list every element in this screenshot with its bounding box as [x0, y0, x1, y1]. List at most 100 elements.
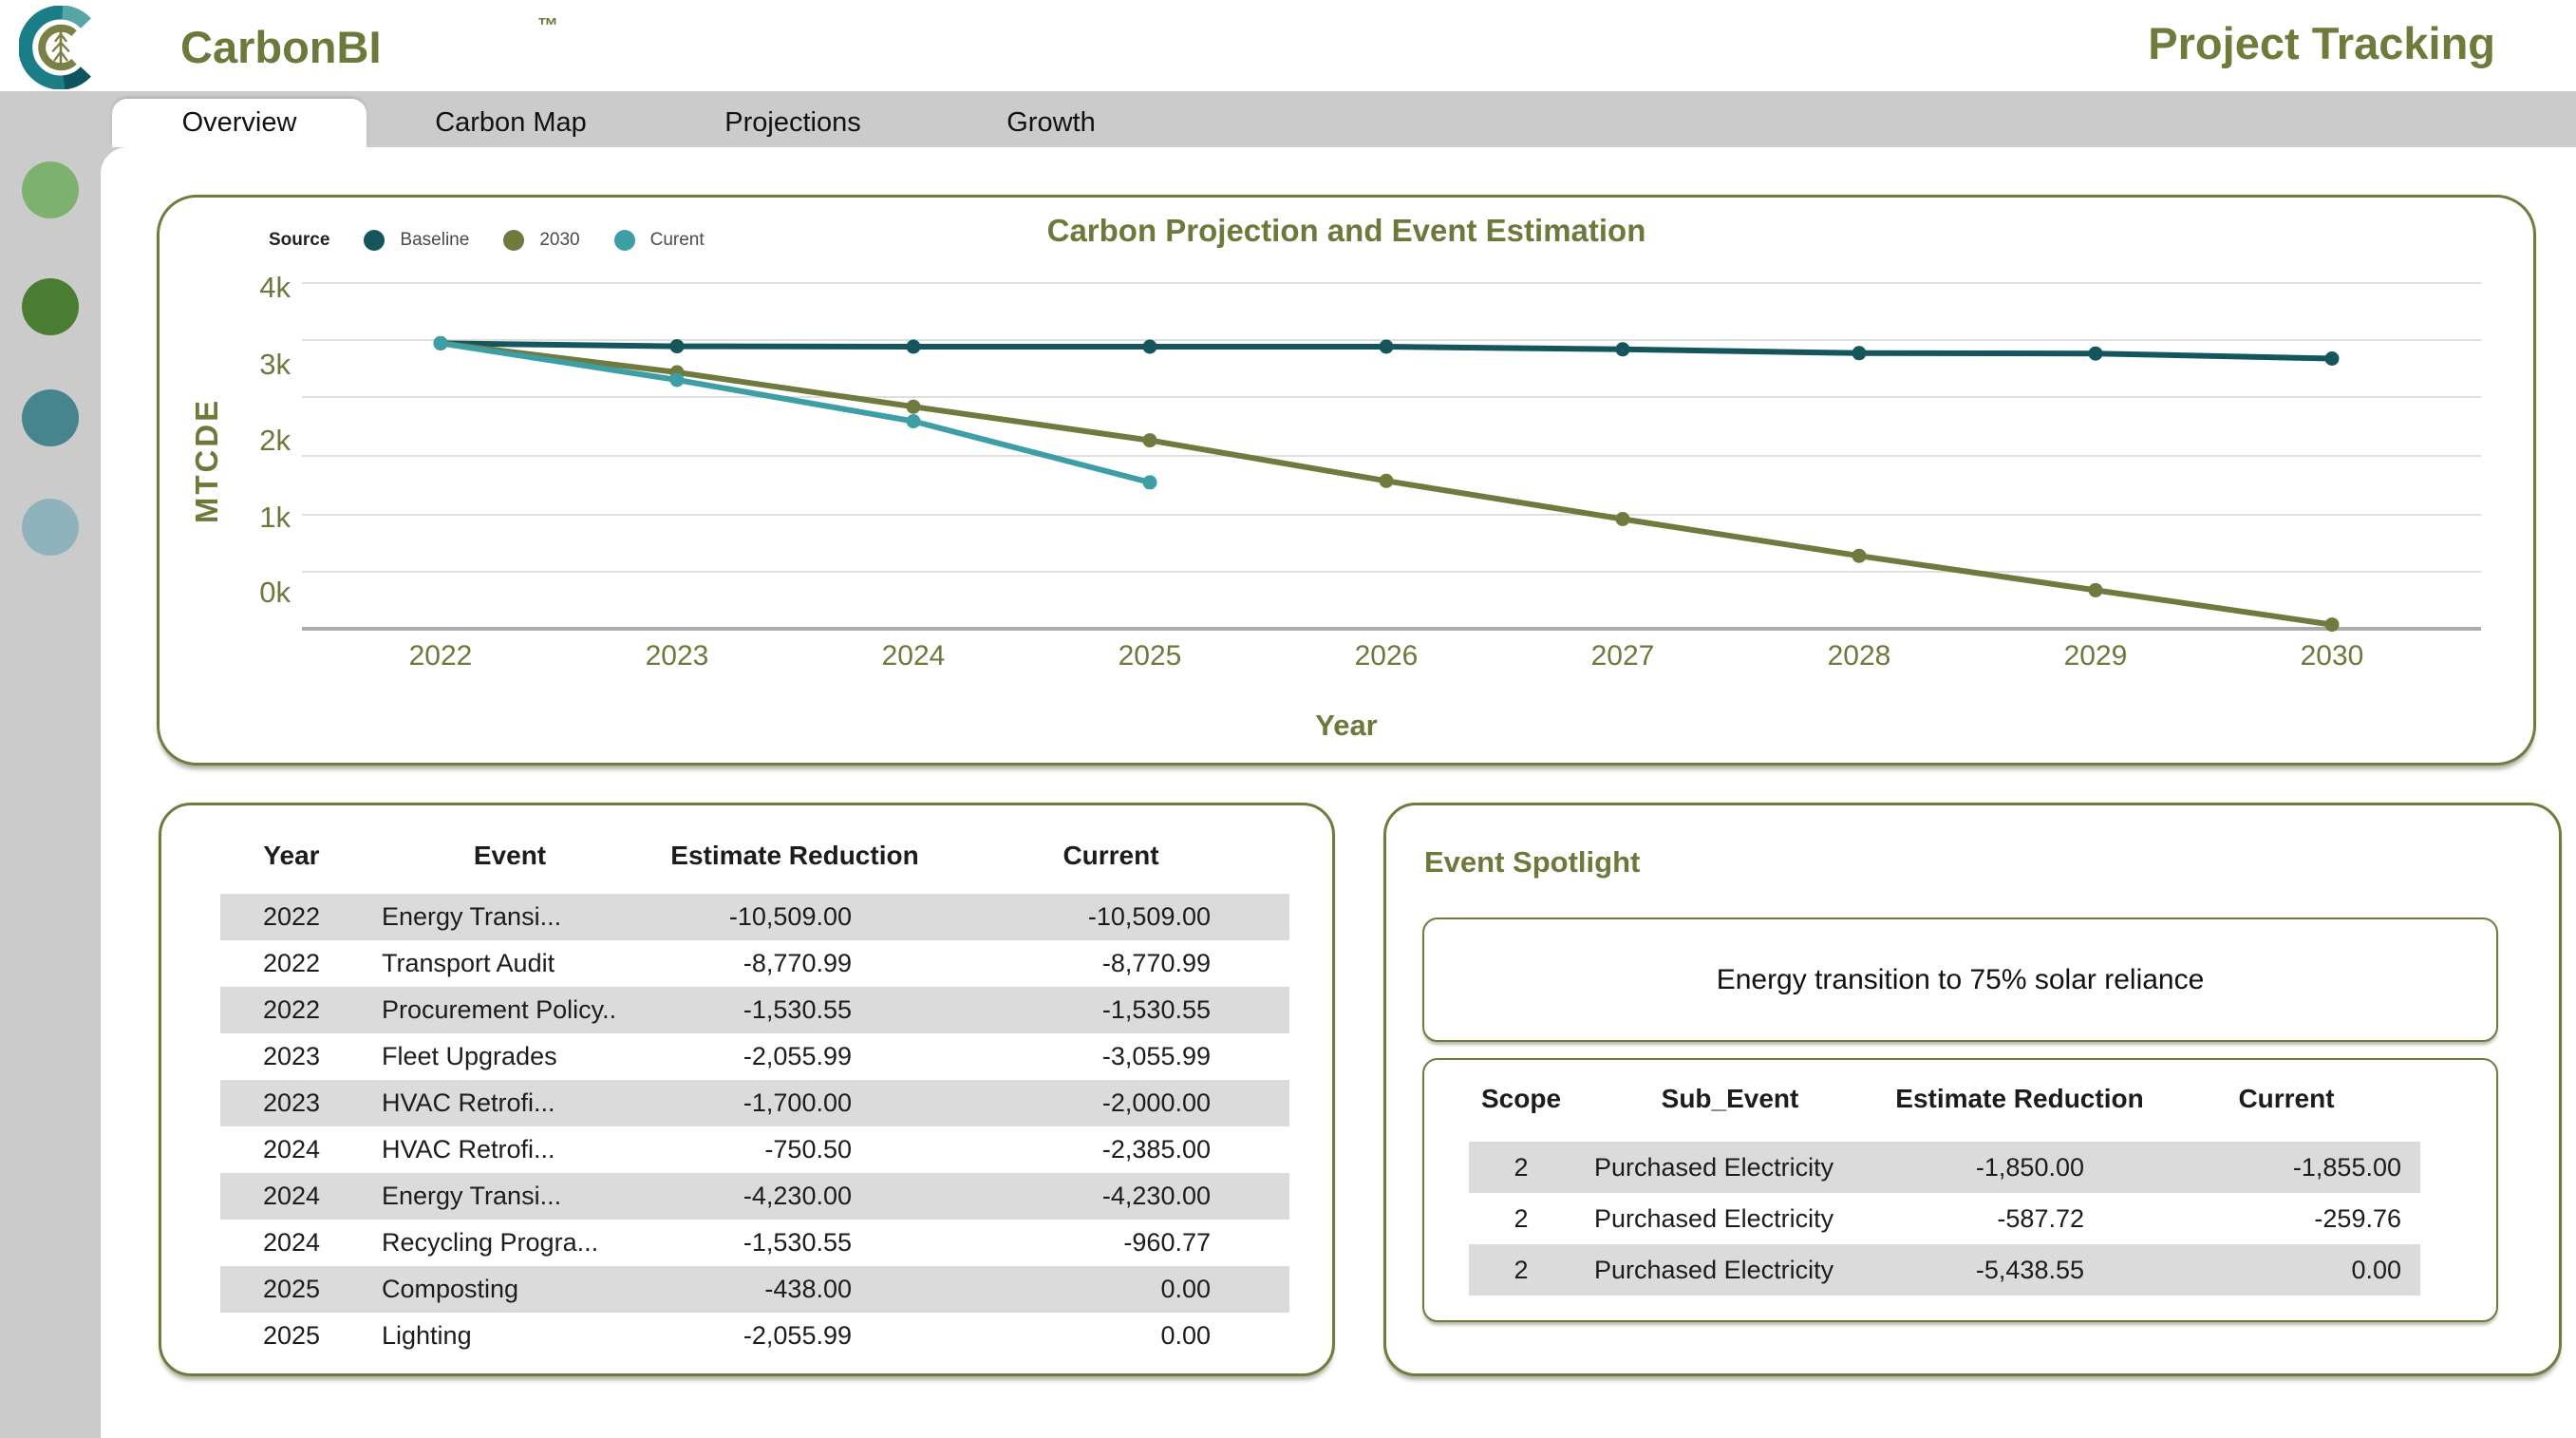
data-point-baseline[interactable]	[906, 339, 921, 354]
table-cell: -1,700.00	[743, 1088, 852, 1117]
data-point-2030[interactable]	[2324, 617, 2340, 633]
sidebar-circle-teal[interactable]	[22, 389, 79, 446]
carbonbi-logo-icon	[19, 6, 91, 89]
table-row[interactable]: 2024 Energy Transi... -4,230.00 -4,230.00	[220, 1173, 1289, 1220]
app-header: CarbonBI ™ Project Tracking	[0, 0, 2576, 91]
table-cell: -2,055.99	[743, 1042, 852, 1070]
legend-title: Source	[269, 230, 330, 250]
table-row[interactable]: 2 Purchased Electricity -587.72 -259.76	[1469, 1193, 2420, 1244]
table-cell: 2023	[262, 1042, 321, 1070]
sidebar-circle-light-green[interactable]	[22, 161, 79, 218]
x-tick-label: 2022	[409, 640, 473, 672]
data-point-baseline[interactable]	[1615, 342, 1630, 357]
table-cell: -750.50	[764, 1135, 852, 1164]
sidebar-circle-light-blue[interactable]	[22, 499, 79, 556]
y-tick-label: 3k	[259, 348, 291, 381]
sidebar-circle-dark-green[interactable]	[22, 278, 79, 335]
table-cell: Purchased Electricity	[1594, 1203, 1834, 1233]
table-cell: -1,855.00	[2292, 1152, 2401, 1182]
column-header-event: Event	[473, 841, 547, 870]
table-cell: HVAC Retrofi...	[382, 1088, 555, 1117]
column-header-current: Current	[2238, 1084, 2335, 1113]
data-point-baseline[interactable]	[2088, 346, 2103, 361]
data-point-curent[interactable]	[906, 414, 921, 428]
table-row[interactable]: 2022 Transport Audit -8,770.99 -8,770.99	[220, 940, 1289, 987]
data-point-2030[interactable]	[906, 399, 921, 414]
y-tick-label: 1k	[259, 501, 291, 534]
table-cell: -10,509.00	[728, 902, 852, 931]
data-point-2030[interactable]	[2088, 582, 2103, 597]
table-cell: 2024	[262, 1182, 321, 1210]
baseline-dot-icon	[364, 230, 385, 251]
x-tick-label: 2027	[1591, 640, 1655, 672]
table-cell: 2022	[262, 995, 321, 1024]
tab-projections[interactable]: Projections	[679, 99, 907, 147]
tab-label: Projections	[724, 107, 861, 138]
data-point-2030[interactable]	[1615, 512, 1630, 526]
x-tick-label: 2023	[646, 640, 709, 672]
table-row[interactable]: 2025 Lighting -2,055.99 0.00	[220, 1313, 1289, 1359]
chart-title: Carbon Projection and Event Estimation	[1046, 213, 1646, 248]
spotlight-subevent-box: Scope Sub_Event Estimate Reduction Curre…	[1422, 1058, 2498, 1322]
x-tick-label: 2029	[2064, 640, 2128, 672]
column-header-sub-event: Sub_Event	[1661, 1084, 1799, 1113]
target-2030-dot-icon	[503, 230, 525, 251]
table-row[interactable]: 2023 HVAC Retrofi... -1,700.00 -2,000.00	[220, 1080, 1289, 1126]
table-cell: 2025	[262, 1275, 321, 1303]
legend-item-2030[interactable]: 2030	[503, 230, 580, 251]
legend-label: 2030	[539, 230, 580, 250]
y-tick-label: 0k	[259, 576, 291, 609]
data-point-2030[interactable]	[1379, 473, 1394, 488]
events-table-body: 2022 Energy Transi... -10,509.00 -10,509.00…	[220, 894, 1289, 1359]
data-point-curent[interactable]	[1142, 475, 1157, 490]
tab-carbon-map[interactable]: Carbon Map	[397, 99, 625, 147]
table-row[interactable]: 2 Purchased Electricity -5,438.55 0.00	[1469, 1244, 2420, 1296]
table-cell: 2	[1514, 1203, 1529, 1233]
table-cell: -3,055.99	[1101, 1042, 1211, 1070]
table-cell: -438.00	[764, 1275, 852, 1303]
tab-overview[interactable]: Overview	[112, 99, 367, 147]
table-row[interactable]: 2022 Procurement Policy.. -1,530.55 -1,530.…	[220, 987, 1289, 1033]
data-point-2030[interactable]	[1852, 548, 1867, 563]
table-cell: Recycling Progra...	[382, 1228, 599, 1257]
table-row[interactable]: 2024 HVAC Retrofi... -750.50 -2,385.00	[220, 1126, 1289, 1173]
column-header-estimate-reduction: Estimate Reduction	[670, 841, 919, 870]
table-row[interactable]: 2022 Energy Transi... -10,509.00 -10,509.00	[220, 894, 1289, 940]
data-point-baseline[interactable]	[669, 339, 685, 354]
table-row[interactable]: 2 Purchased Electricity -1,850.00 -1,855.00	[1469, 1142, 2420, 1193]
table-cell: -4,230.00	[743, 1182, 852, 1210]
table-row[interactable]: 2023 Fleet Upgrades -2,055.99 -3,055.99	[220, 1033, 1289, 1080]
data-point-curent[interactable]	[433, 335, 448, 350]
data-point-baseline[interactable]	[1142, 339, 1157, 354]
data-point-baseline[interactable]	[1379, 339, 1394, 354]
table-cell: 2	[1514, 1152, 1529, 1182]
table-cell: -10,509.00	[1087, 902, 1211, 931]
table-cell: 2022	[262, 949, 321, 977]
legend-label: Baseline	[400, 230, 470, 250]
tab-growth[interactable]: Growth	[937, 99, 1165, 147]
data-point-baseline[interactable]	[1852, 346, 1867, 361]
table-cell: -2,385.00	[1101, 1135, 1211, 1164]
table-row[interactable]: 2025 Composting -438.00 0.00	[220, 1266, 1289, 1313]
legend-item-baseline[interactable]: Baseline	[364, 230, 469, 251]
legend-item-current[interactable]: Curent	[613, 230, 705, 251]
table-cell: 2	[1514, 1255, 1529, 1284]
data-point-curent[interactable]	[669, 372, 685, 388]
data-point-2030[interactable]	[1142, 433, 1157, 448]
event-spotlight-card: Event Spotlight Energy transition to 75%…	[1383, 803, 2562, 1376]
table-cell: Fleet Upgrades	[382, 1042, 557, 1070]
data-point-baseline[interactable]	[2324, 351, 2340, 366]
spotlight-highlight-box[interactable]: Energy transition to 75% solar reliance	[1422, 918, 2498, 1042]
table-cell: 2024	[262, 1135, 321, 1164]
table-cell: -1,530.55	[1101, 995, 1211, 1024]
series-line-curent	[438, 340, 1153, 485]
table-cell: -8,770.99	[743, 949, 852, 977]
y-tick-label: 4k	[259, 271, 291, 304]
table-cell: 0.00	[1160, 1275, 1211, 1303]
events-table-header: Year Event Estimate Reduction Current	[220, 834, 1289, 878]
brand-name: CarbonBI	[180, 22, 382, 72]
table-cell: 0.00	[2351, 1255, 2401, 1284]
events-table-card: Year Event Estimate Reduction Current 20…	[159, 803, 1335, 1376]
table-row[interactable]: 2024 Recycling Progra... -1,530.55 -960.77	[220, 1220, 1289, 1266]
